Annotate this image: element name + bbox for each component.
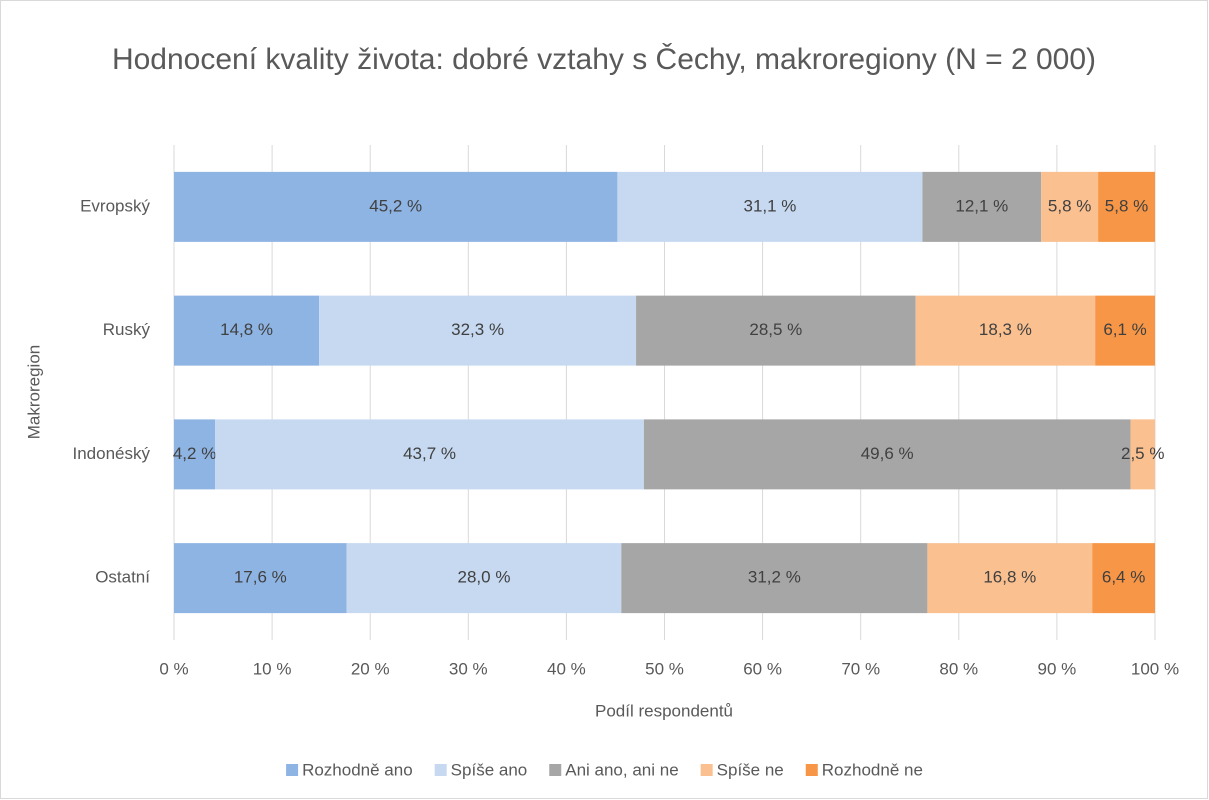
bar-segment (636, 295, 916, 366)
bar-segment (1041, 171, 1099, 242)
bar-segment (346, 543, 622, 614)
x-tick-label: 30 % (449, 659, 488, 678)
legend-swatch (700, 764, 713, 776)
bar-segment (617, 171, 923, 242)
y-tick-label: Indonéský (73, 444, 151, 463)
legend-label: Rozhodně ne (822, 760, 923, 779)
bar-segment (1098, 171, 1155, 242)
data-label: 49,6 % (861, 444, 914, 463)
legend-swatch (286, 764, 299, 776)
bar-segment (621, 543, 928, 614)
bar-segment (215, 419, 644, 490)
y-axis-label: Makroregion (24, 345, 43, 440)
bar-segment (915, 295, 1096, 366)
bar-segment (174, 419, 216, 490)
legend-label: Spíše ne (717, 760, 784, 779)
data-label: 31,2 % (748, 568, 801, 587)
y-tick-label: Ruský (103, 320, 151, 339)
data-label: 45,2 % (369, 196, 422, 215)
data-label: 16,8 % (983, 568, 1036, 587)
data-label: 4,2 % (173, 444, 216, 463)
data-label: 43,7 % (403, 444, 456, 463)
legend-swatch (805, 764, 818, 776)
data-label: 32,3 % (451, 320, 504, 339)
x-tick-label: 90 % (1038, 659, 1077, 678)
legend-label: Rozhodně ano (302, 760, 413, 779)
data-label: 2,5 % (1121, 444, 1164, 463)
bar-segment (1130, 419, 1155, 490)
data-label: 5,8 % (1105, 196, 1148, 215)
data-label: 18,3 % (979, 320, 1032, 339)
data-label: 14,8 % (220, 320, 273, 339)
data-label: 12,1 % (955, 196, 1008, 215)
data-label: 31,1 % (743, 196, 796, 215)
legend-swatch (434, 764, 447, 776)
chart-title: Hodnocení kvality života: dobré vztahy s… (111, 43, 1097, 76)
x-tick-label: 40 % (547, 659, 586, 678)
x-tick-label: 10 % (253, 659, 292, 678)
y-tick-label: Evropský (80, 196, 150, 215)
x-tick-label: 70 % (841, 659, 880, 678)
x-tick-label: 20 % (351, 659, 390, 678)
bar-segment (1095, 295, 1155, 366)
data-label: 28,0 % (458, 568, 511, 587)
legend-swatch (549, 764, 562, 776)
bar-segment (927, 543, 1093, 614)
bar-segment (922, 171, 1042, 242)
data-label: 28,5 % (749, 320, 802, 339)
bar-segment (643, 419, 1131, 490)
bar-segment (174, 171, 618, 242)
bar-segment (1092, 543, 1155, 614)
data-label: 6,4 % (1102, 568, 1145, 587)
x-tick-label: 60 % (743, 659, 782, 678)
data-label: 6,1 % (1103, 320, 1146, 339)
legend-label: Spíše ano (451, 760, 528, 779)
data-label: 17,6 % (234, 568, 287, 587)
x-tick-label: 80 % (939, 659, 978, 678)
data-label: 5,8 % (1048, 196, 1091, 215)
bar-segment (174, 543, 347, 614)
y-tick-label: Ostatní (95, 568, 150, 587)
bar-segment (174, 295, 320, 366)
bar-segment (319, 295, 637, 366)
x-tick-label: 0 % (159, 659, 188, 678)
x-tick-label: 100 % (1131, 659, 1179, 678)
legend-label: Ani ano, ani ne (565, 760, 678, 779)
x-axis-label: Podíl respondentů (595, 701, 733, 720)
x-tick-label: 50 % (645, 659, 684, 678)
